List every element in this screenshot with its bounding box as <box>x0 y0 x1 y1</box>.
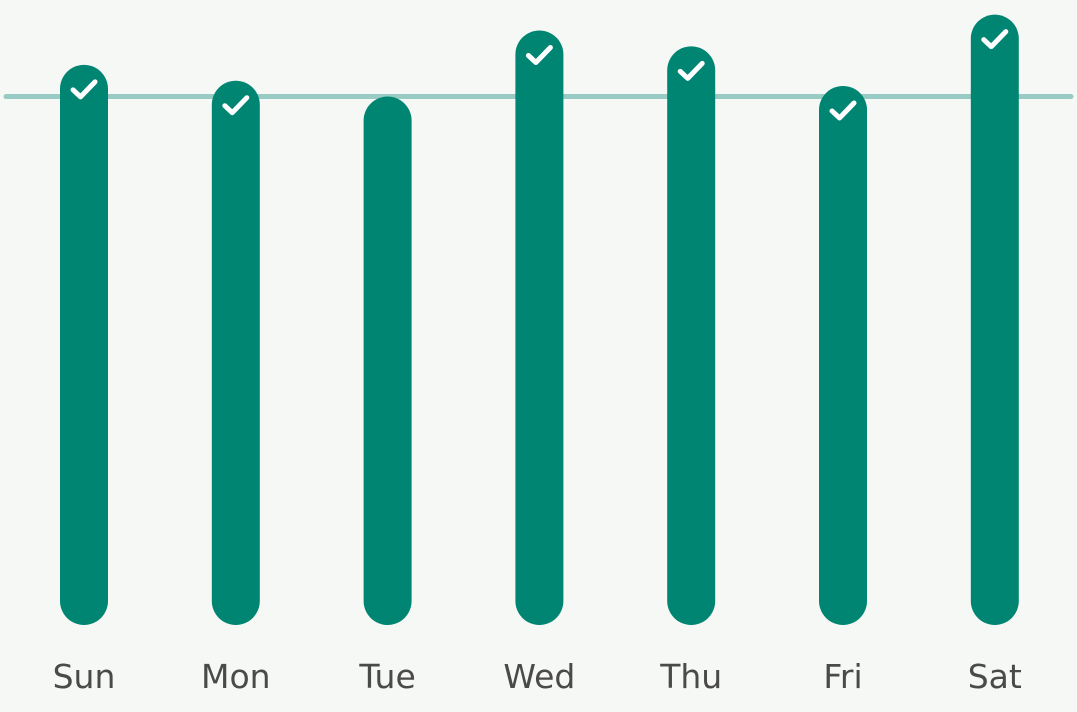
bar-wed[interactable] <box>515 30 564 626</box>
bar-tue[interactable] <box>363 96 412 625</box>
bar-rect <box>667 46 716 626</box>
x-tick-label-mon: Mon <box>201 657 271 696</box>
bar-rect <box>515 30 564 626</box>
x-tick-label-fri: Fri <box>823 657 862 696</box>
x-tick-label-wed: Wed <box>503 657 575 696</box>
check-icon <box>222 95 250 116</box>
check-icon <box>981 29 1009 50</box>
bar-rect <box>60 64 108 625</box>
bar-rect <box>970 14 1019 626</box>
bar-mon[interactable] <box>211 80 260 626</box>
check-icon <box>677 60 705 81</box>
bar-sun[interactable] <box>60 64 108 625</box>
bar-fri[interactable] <box>819 85 867 625</box>
x-tick-label-tue: Tue <box>358 657 415 696</box>
x-tick-label-sun: Sun <box>53 657 116 696</box>
x-tick-label-sat: Sat <box>968 657 1022 696</box>
check-icon <box>829 100 857 121</box>
bar-rect <box>211 80 260 626</box>
x-tick-label-thu: Thu <box>659 657 722 696</box>
check-icon <box>525 44 553 65</box>
check-icon <box>70 79 98 100</box>
bar-rect <box>363 96 412 625</box>
bar-thu[interactable] <box>667 46 716 626</box>
bar-rect <box>819 85 867 625</box>
bar-sat[interactable] <box>970 14 1019 626</box>
